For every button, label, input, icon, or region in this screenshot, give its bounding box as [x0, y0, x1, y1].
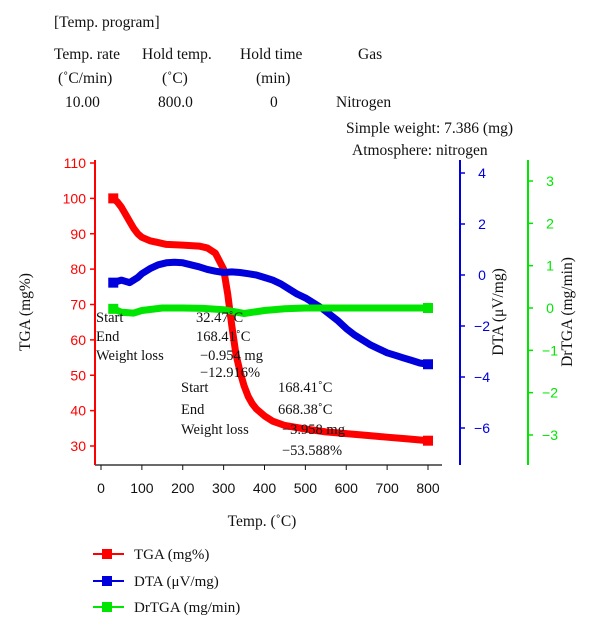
dta-tick-label: −4: [474, 369, 490, 385]
tga-tick-label: 60: [70, 332, 86, 348]
program-header-gas: Gas: [358, 46, 383, 63]
annotation-loss-mg: −3.958 mg: [282, 422, 345, 438]
series-line-drtga: [108, 304, 432, 317]
x-axis-title: Temp. (˚C): [228, 513, 297, 530]
dta-tick-label: 0: [478, 267, 486, 283]
program-unit-hold-time: (min): [256, 70, 291, 87]
tga-tick-label: 70: [70, 297, 86, 313]
program-header-hold-temp: Hold temp.: [142, 46, 212, 63]
annotation-loss-pct: −12.916%: [200, 365, 260, 381]
annotation-end-value: 668.38˚C: [278, 402, 332, 418]
legend-entry-label: TGA (mg%): [134, 547, 209, 563]
annotation-end-value: 168.41˚C: [196, 329, 250, 345]
x-tick-label: 700: [375, 480, 399, 496]
series-point-tga: [108, 193, 119, 204]
series-line-tga: [108, 193, 432, 445]
program-unit-rate: (˚C/min): [58, 70, 113, 87]
legend-entry-label: DrTGA (mg/min): [134, 600, 240, 616]
drtga-tick-label: −1: [542, 342, 558, 358]
series-point-tga: [423, 435, 433, 446]
program-unit-hold-temp: (˚C): [162, 70, 188, 87]
dta-tick-label: 4: [478, 165, 486, 181]
tga-tick-label: 30: [70, 438, 86, 454]
x-tick-label: 300: [212, 480, 236, 496]
x-tick-label: 0: [97, 480, 105, 496]
tga-tick-label: 90: [70, 226, 86, 242]
legend-swatch-marker: [102, 602, 112, 612]
annotation-loss-mg: −0.954 mg: [200, 348, 263, 364]
x-tick-label: 400: [253, 480, 277, 496]
x-tick-label: 500: [294, 480, 318, 496]
x-tick-label: 800: [416, 480, 440, 496]
drtga-tick-label: −3: [542, 427, 558, 443]
annotation-start-value: 32.47˚C: [196, 310, 243, 326]
tga-tick-label: 50: [70, 367, 86, 383]
legend-entry-label: DTA (μV/mg): [134, 574, 219, 590]
tga-tick-label: 80: [70, 261, 86, 277]
series-point-drtga: [108, 303, 119, 314]
program-value-hold-time: 0: [270, 94, 278, 111]
sample-weight: Simple weight: 7.386 (mg): [346, 120, 514, 137]
atmosphere: Atmosphere: nitrogen: [352, 142, 488, 159]
x-tick-label: 600: [335, 480, 359, 496]
program-header-hold-time: Hold time: [240, 46, 303, 63]
series-point-drtga: [423, 303, 433, 313]
x-tick-label: 100: [130, 480, 154, 496]
tga-tick-label: 100: [63, 190, 87, 206]
series-point-dta: [423, 359, 433, 370]
annotation-end-label: End: [181, 402, 205, 418]
annotation-start-value: 168.41˚C: [278, 380, 332, 396]
annotation-end-label: End: [96, 329, 120, 345]
dta-tick-label: −6: [474, 420, 490, 436]
program-value-gas: Nitrogen: [336, 94, 392, 111]
drtga-tick-label: 0: [546, 300, 554, 316]
dta-tick-label: 2: [478, 216, 486, 232]
drtga-tick-label: 3: [546, 173, 554, 189]
tga-axis-title: TGA (mg%): [17, 273, 34, 351]
program-header-rate: Temp. rate: [54, 46, 121, 63]
legend-swatch-marker: [102, 549, 112, 559]
tga-tick-label: 110: [64, 155, 87, 171]
annotation-start-label: Start: [96, 310, 123, 326]
dta-tick-label: −2: [474, 318, 490, 334]
annotation-start-label: Start: [181, 380, 208, 396]
annotation-loss-pct: −53.588%: [282, 443, 342, 459]
program-value-rate: 10.00: [65, 94, 100, 111]
annotation-loss-label: Weight loss: [181, 422, 249, 438]
program-value-hold-temp: 800.0: [158, 94, 193, 111]
tga-tick-label: 40: [70, 403, 86, 419]
series-line-dta: [108, 258, 433, 369]
legend-swatch-marker: [102, 576, 112, 586]
drtga-axis-title: DrTGA (mg/min): [559, 257, 576, 367]
x-tick-label: 200: [171, 480, 195, 496]
series-point-dta: [108, 277, 119, 288]
drtga-tick-label: −2: [542, 385, 558, 401]
dta-axis-title: DTA (μV/mg): [490, 268, 507, 356]
drtga-tick-label: 1: [546, 258, 554, 274]
program-heading: [Temp. program]: [54, 14, 160, 31]
drtga-tick-label: 2: [546, 215, 554, 231]
annotation-loss-label: Weight loss: [96, 348, 164, 364]
